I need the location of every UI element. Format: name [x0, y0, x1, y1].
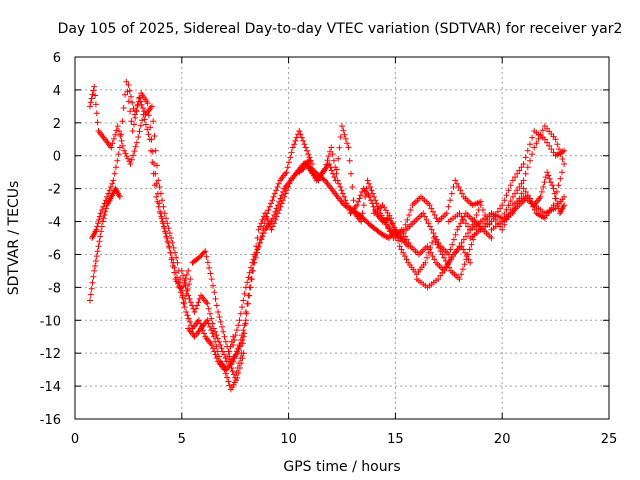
x-tick-label: 20 — [494, 432, 511, 447]
y-tick-label: -4 — [48, 216, 61, 231]
x-axis-label: GPS time / hours — [283, 459, 400, 475]
y-tick-label: -12 — [40, 347, 61, 362]
series-sat-track-21 — [477, 128, 568, 233]
series-points — [178, 267, 237, 365]
series-sat-track-7 — [178, 267, 237, 365]
series-sat-track-9 — [230, 157, 313, 348]
y-tick-label: 0 — [53, 150, 61, 165]
y-tick-label: -10 — [40, 314, 61, 329]
y-tick-label: -16 — [40, 413, 61, 428]
x-tick-label: 5 — [178, 432, 186, 447]
series-sat-track-6 — [189, 248, 247, 365]
y-tick-label: -8 — [48, 281, 61, 296]
series-points — [87, 185, 123, 304]
series-points — [125, 82, 247, 393]
plot-frame — [74, 56, 610, 420]
x-tick-label: 10 — [280, 432, 297, 447]
y-tick-label: 4 — [53, 84, 61, 99]
series-sat-track-22 — [499, 169, 565, 225]
series-sat-track-3 — [89, 78, 194, 307]
series-points — [477, 128, 568, 233]
axis-ticks — [74, 56, 610, 420]
series-points — [242, 165, 307, 315]
series-sat-track-23 — [531, 169, 568, 217]
grid-lines — [75, 57, 609, 419]
series-sat-track-10 — [242, 165, 307, 315]
y-tick-label: 6 — [53, 51, 61, 66]
x-tick-label: 15 — [387, 432, 404, 447]
series-points — [189, 248, 247, 365]
series-points — [230, 157, 313, 348]
series-points — [89, 78, 194, 307]
series-points — [531, 169, 568, 217]
data-series-layer — [87, 78, 568, 393]
y-tick-label: -14 — [40, 380, 61, 395]
x-tick-label: 25 — [601, 432, 618, 447]
series-sat-track-2 — [87, 185, 123, 304]
y-axis-label: SDTVAR / TECUs — [6, 181, 22, 296]
y-tick-labels: -16 -14 -12 -10 -8 -6 -4 -2 0 2 4 6 — [40, 51, 61, 428]
chart-title: Day 105 of 2025, Sidereal Day-to-day VTE… — [58, 21, 623, 37]
series-points — [499, 169, 565, 225]
series-sat-track-4 — [125, 82, 247, 393]
x-tick-labels: 0 5 10 15 20 25 — [71, 432, 617, 447]
x-tick-label: 0 — [71, 432, 79, 447]
y-tick-label: -6 — [48, 248, 61, 263]
y-tick-label: -2 — [48, 183, 61, 198]
y-tick-label: 2 — [53, 117, 61, 132]
